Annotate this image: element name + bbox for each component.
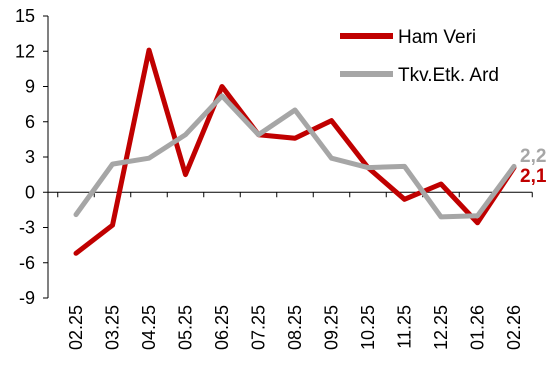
series-line-tkv-etk-ard	[73, 93, 517, 220]
y-tick-label: 9	[25, 77, 35, 97]
x-tick-label: 04.25	[139, 305, 159, 350]
y-tick-label: -3	[19, 218, 35, 238]
end-label-ham-veri: 2,1	[520, 166, 547, 187]
y-tick-label: 0	[25, 182, 35, 202]
y-tick-label: 6	[25, 112, 35, 132]
plot-area: 15 12 9 6 3 0 -3 -6 -9 02.25 03.25 04.25 05.25 06.25 0…	[15, 6, 547, 350]
x-tick-label: 05.25	[176, 305, 196, 350]
x-tick-label: 02.26	[504, 305, 524, 350]
legend-label: Ham Veri	[398, 27, 476, 48]
y-tick-label: 15	[15, 6, 35, 26]
x-tick-label: 09.25	[322, 305, 342, 350]
x-tick-label: 10.25	[358, 305, 378, 350]
x-tick-label: 06.25	[212, 305, 232, 350]
x-tick-label: 07.25	[249, 305, 269, 350]
legend-label: Tkv.Etk. Ard	[398, 65, 499, 86]
end-label-tkv-etk-ard: 2,2	[520, 146, 546, 167]
x-tick-label: 03.25	[103, 305, 123, 350]
x-tick-label: 11.25	[395, 305, 415, 349]
y-tick-label: -6	[19, 253, 35, 273]
y-tick-label: -9	[19, 288, 35, 308]
legend-item: Tkv.Etk. Ard	[340, 65, 499, 86]
legend-item: Ham Veri	[340, 27, 476, 48]
x-tick-label: 01.26	[468, 305, 488, 350]
x-tick-label: 02.25	[66, 305, 86, 350]
y-tick-label: 3	[25, 147, 35, 167]
x-tick-label: 08.25	[285, 305, 305, 350]
legend: Ham Veri Tkv.Etk. Ard	[340, 27, 499, 86]
y-tick-label: 12	[15, 41, 35, 61]
x-tick-label: 12.25	[431, 305, 451, 350]
